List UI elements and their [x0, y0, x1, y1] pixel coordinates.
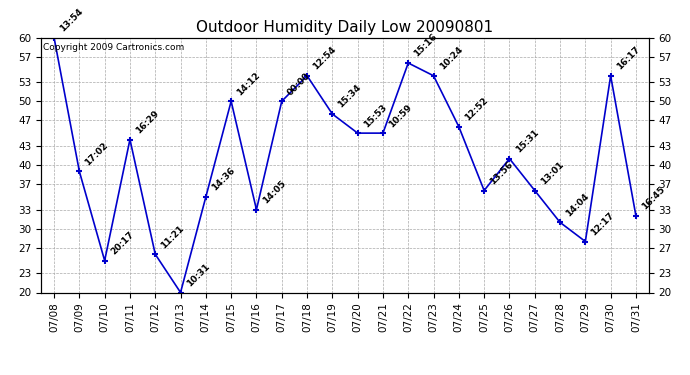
Text: 15:34: 15:34 — [337, 83, 363, 110]
Text: Copyright 2009 Cartronics.com: Copyright 2009 Cartronics.com — [43, 43, 184, 52]
Text: 20:17: 20:17 — [109, 230, 135, 256]
Text: 10:59: 10:59 — [387, 102, 414, 129]
Text: 15:53: 15:53 — [362, 102, 388, 129]
Text: 14:04: 14:04 — [564, 192, 591, 218]
Text: 13:01: 13:01 — [539, 160, 565, 186]
Text: 13:56: 13:56 — [489, 160, 515, 186]
Text: 14:36: 14:36 — [210, 166, 237, 193]
Text: 11:21: 11:21 — [159, 224, 186, 250]
Text: 17:02: 17:02 — [83, 141, 110, 167]
Text: 00:00: 00:00 — [286, 71, 312, 97]
Text: 13:54: 13:54 — [58, 7, 85, 33]
Text: 10:31: 10:31 — [185, 262, 211, 288]
Text: 15:31: 15:31 — [513, 128, 540, 154]
Text: 12:54: 12:54 — [311, 45, 338, 72]
Text: 12:52: 12:52 — [463, 96, 490, 123]
Text: 15:16: 15:16 — [413, 32, 439, 59]
Text: 16:29: 16:29 — [134, 109, 161, 135]
Text: 16:17: 16:17 — [615, 45, 642, 72]
Text: 14:12: 14:12 — [235, 70, 262, 97]
Text: 16:45: 16:45 — [640, 185, 667, 212]
Text: 12:17: 12:17 — [589, 211, 616, 237]
Title: Outdoor Humidity Daily Low 20090801: Outdoor Humidity Daily Low 20090801 — [197, 20, 493, 35]
Text: 14:05: 14:05 — [261, 179, 287, 206]
Text: 10:24: 10:24 — [437, 45, 464, 72]
